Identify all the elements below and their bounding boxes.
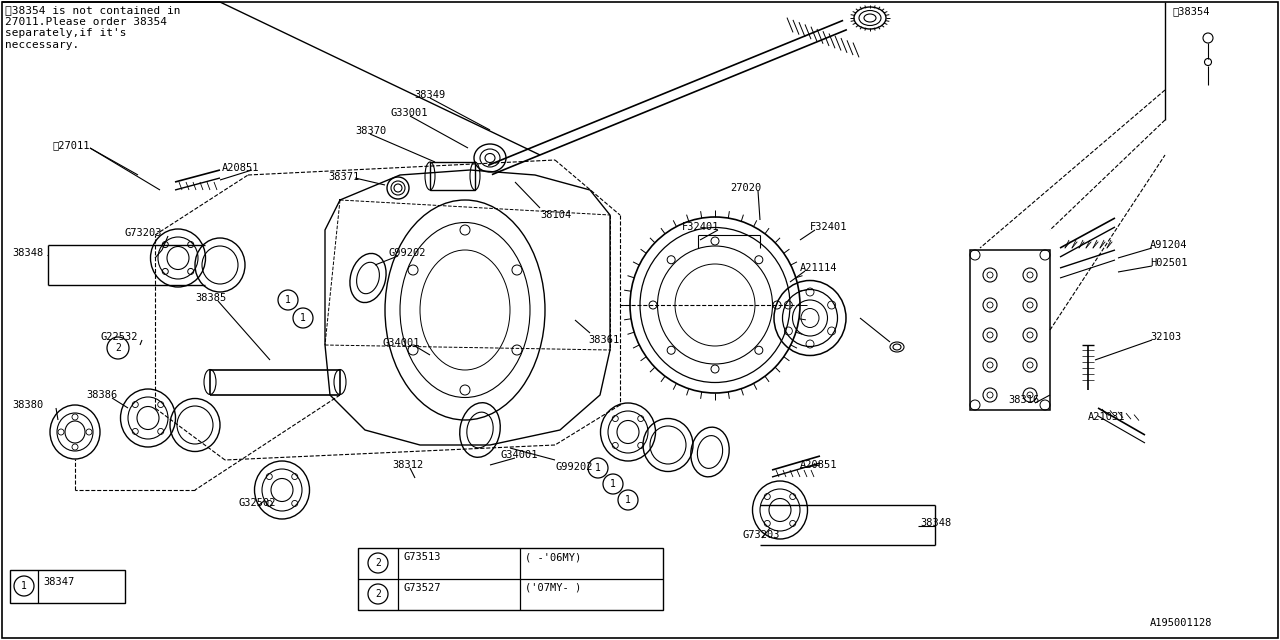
Text: F32401: F32401 <box>810 222 847 232</box>
Text: 38370: 38370 <box>355 126 387 136</box>
Text: ※38354 is not contained in
27011.Please order 38354
separately,if it's
neccessar: ※38354 is not contained in 27011.Please … <box>5 5 180 50</box>
Text: G73203: G73203 <box>742 530 780 540</box>
Bar <box>358 548 663 610</box>
Text: 38316: 38316 <box>1009 395 1039 405</box>
Text: 1: 1 <box>611 479 616 489</box>
Text: 38349: 38349 <box>413 90 445 100</box>
Text: 38348: 38348 <box>920 518 951 528</box>
Text: ※27011: ※27011 <box>52 140 90 150</box>
Text: A21114: A21114 <box>800 263 837 273</box>
Text: H02501: H02501 <box>1149 258 1188 268</box>
Text: G32502: G32502 <box>238 498 275 508</box>
Text: 38347: 38347 <box>44 577 74 587</box>
Text: 2: 2 <box>375 589 381 599</box>
Text: ('07MY- ): ('07MY- ) <box>525 583 581 593</box>
Text: 38385: 38385 <box>195 293 227 303</box>
Text: 1: 1 <box>285 295 291 305</box>
Text: A91204: A91204 <box>1149 240 1188 250</box>
Text: G73203: G73203 <box>124 228 161 238</box>
Text: 38104: 38104 <box>540 210 571 220</box>
Text: G34001: G34001 <box>500 450 538 460</box>
Text: 38380: 38380 <box>12 400 44 410</box>
Text: A20851: A20851 <box>221 163 260 173</box>
Text: G33001: G33001 <box>390 108 428 118</box>
Text: 38371: 38371 <box>328 172 360 182</box>
Text: F32401: F32401 <box>682 222 719 232</box>
Text: G34001: G34001 <box>381 338 420 348</box>
Text: 38348: 38348 <box>12 248 44 258</box>
Text: 32103: 32103 <box>1149 332 1181 342</box>
Text: ( -'06MY): ( -'06MY) <box>525 552 581 562</box>
Text: 2: 2 <box>115 343 120 353</box>
Text: 1: 1 <box>625 495 631 505</box>
Text: G99202: G99202 <box>556 462 593 472</box>
Text: A20851: A20851 <box>800 460 837 470</box>
Text: A21031: A21031 <box>1088 412 1125 422</box>
Text: G73513: G73513 <box>403 552 440 562</box>
Bar <box>10 570 125 603</box>
Bar <box>970 250 1050 410</box>
Text: ※38354: ※38354 <box>1172 6 1210 16</box>
Text: 27020: 27020 <box>730 183 762 193</box>
Text: 2: 2 <box>375 558 381 568</box>
Text: 38312: 38312 <box>392 460 424 470</box>
Text: 38386: 38386 <box>86 390 118 400</box>
Text: 1: 1 <box>595 463 600 473</box>
Text: G99202: G99202 <box>388 248 425 258</box>
Text: 38361: 38361 <box>588 335 620 345</box>
Text: 1: 1 <box>300 313 306 323</box>
Text: A195001128: A195001128 <box>1149 618 1212 628</box>
Text: G73527: G73527 <box>403 583 440 593</box>
Bar <box>430 162 475 190</box>
Text: G22532: G22532 <box>100 332 137 342</box>
Text: 1: 1 <box>20 581 27 591</box>
